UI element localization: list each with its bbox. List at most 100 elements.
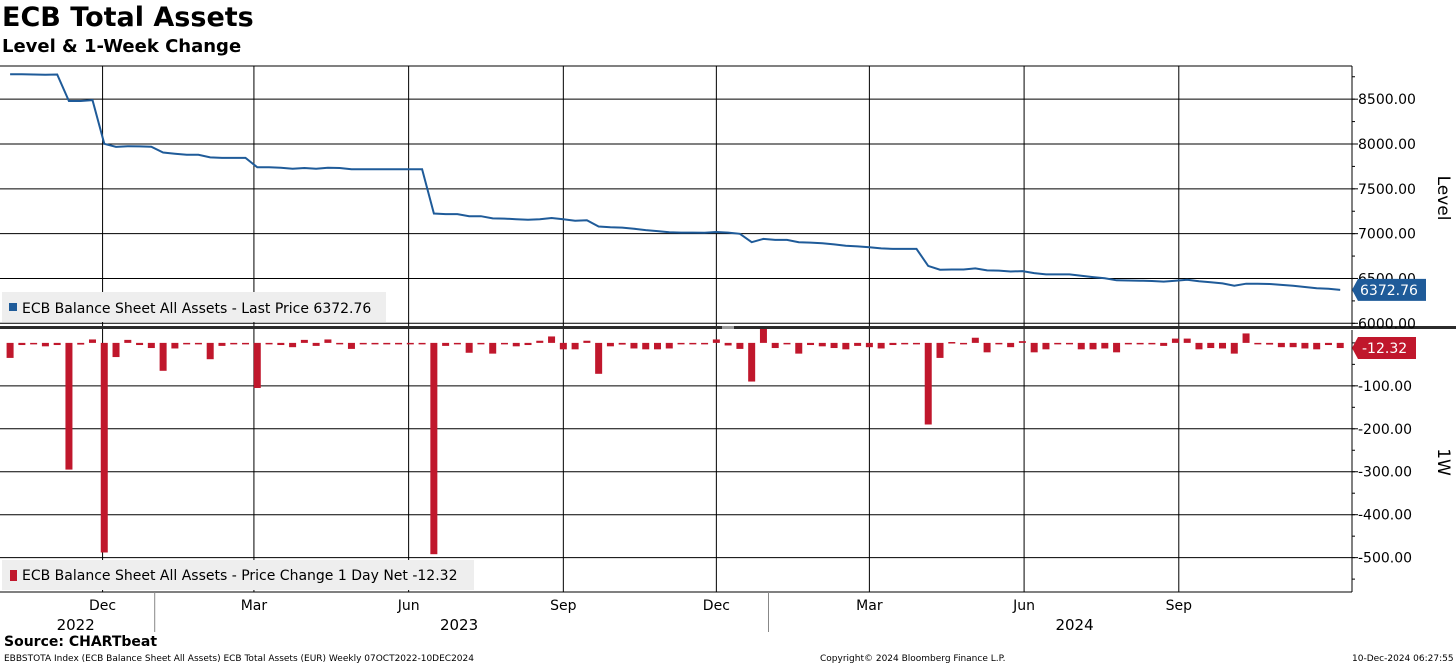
source-note: Source: CHARTbeat bbox=[4, 634, 158, 650]
change-bar bbox=[171, 342, 179, 349]
change-bar bbox=[1101, 342, 1109, 349]
change-bar bbox=[901, 342, 909, 345]
change-bar bbox=[1277, 342, 1285, 348]
change-bar bbox=[783, 342, 791, 345]
change-bar bbox=[1077, 342, 1085, 350]
footer-series-info: EBBSTOTA Index (ECB Balance Sheet All As… bbox=[4, 654, 474, 664]
change-bar bbox=[1183, 338, 1191, 343]
x-tick-label: Sep bbox=[550, 598, 577, 614]
change-bar bbox=[218, 342, 226, 346]
change-bar bbox=[654, 342, 662, 350]
change-bar bbox=[477, 342, 485, 345]
level-legend: ECB Balance Sheet All Assets - Last Pric… bbox=[2, 292, 386, 322]
change-bar bbox=[242, 342, 250, 345]
chart-title: ECB Total Assets bbox=[2, 2, 254, 33]
change-bar bbox=[324, 339, 332, 343]
x-tick-label: Mar bbox=[856, 598, 883, 614]
change-bar bbox=[1207, 342, 1215, 349]
change-bar bbox=[724, 342, 732, 346]
change-axis-label: 1W bbox=[1433, 448, 1453, 476]
change-bar bbox=[1313, 342, 1321, 350]
change-bar bbox=[383, 342, 391, 345]
x-tick-label: Sep bbox=[1166, 598, 1193, 614]
level-y-tick-label: 7000.00 bbox=[1358, 227, 1416, 243]
x-tick-label: Mar bbox=[241, 598, 268, 614]
change-bar bbox=[41, 342, 49, 347]
change-bar bbox=[618, 342, 626, 345]
change-bar bbox=[630, 342, 638, 349]
change-bar bbox=[1054, 342, 1062, 345]
level-y-tick-label: 8500.00 bbox=[1358, 92, 1416, 108]
change-bar bbox=[253, 342, 261, 388]
level-last-value-tag: 6372.76 bbox=[1352, 278, 1426, 301]
change-bar bbox=[312, 342, 320, 346]
change-bar bbox=[889, 342, 897, 346]
change-bar bbox=[336, 342, 344, 345]
change-bar bbox=[88, 339, 96, 343]
change-bar bbox=[712, 339, 720, 343]
change-legend-text: ECB Balance Sheet All Assets - Price Cha… bbox=[22, 568, 457, 584]
change-bar bbox=[771, 342, 779, 349]
change-bar bbox=[677, 342, 685, 345]
change-bar bbox=[606, 342, 614, 347]
change-bar bbox=[583, 340, 591, 343]
change-bar bbox=[1242, 333, 1250, 343]
change-bar bbox=[1030, 342, 1038, 353]
change-bar bbox=[112, 342, 120, 358]
x-year-label: 2023 bbox=[440, 616, 478, 634]
change-bar bbox=[159, 342, 167, 371]
level-y-tick-label: 8000.00 bbox=[1358, 137, 1416, 153]
change-bar bbox=[795, 342, 803, 354]
change-bar bbox=[124, 339, 132, 343]
change-bar bbox=[147, 342, 155, 349]
change-bar bbox=[6, 342, 14, 358]
change-bar bbox=[1160, 342, 1168, 346]
change-y-tick-label: -100.00 bbox=[1358, 379, 1412, 395]
change-bar bbox=[359, 342, 367, 345]
change-bar bbox=[865, 342, 873, 348]
axes bbox=[0, 66, 1456, 632]
change-bar bbox=[465, 342, 473, 353]
change-bar bbox=[406, 342, 414, 345]
change-bar bbox=[1089, 342, 1097, 350]
change-bar bbox=[689, 342, 697, 345]
change-bar bbox=[289, 342, 297, 348]
change-panel-grid bbox=[0, 385, 1352, 593]
level-legend-text: ECB Balance Sheet All Assets - Last Pric… bbox=[22, 301, 371, 317]
change-bar bbox=[524, 342, 532, 346]
change-bar bbox=[206, 342, 214, 360]
change-bar bbox=[1171, 338, 1179, 343]
change-bar bbox=[995, 342, 1003, 345]
x-tick-label: Dec bbox=[89, 598, 116, 614]
change-bar bbox=[665, 342, 673, 349]
x-year-label: 2022 bbox=[57, 616, 95, 634]
change-bar bbox=[395, 342, 403, 345]
change-y-tick-label: -500.00 bbox=[1358, 551, 1412, 567]
change-bar bbox=[1301, 342, 1309, 349]
change-bar bbox=[430, 342, 438, 555]
change-bar bbox=[371, 342, 379, 345]
change-bar bbox=[830, 342, 838, 349]
level-line bbox=[10, 73, 1341, 291]
change-bar bbox=[748, 342, 756, 382]
change-bar bbox=[18, 342, 26, 346]
change-bar bbox=[701, 342, 709, 345]
change-bar bbox=[1324, 342, 1332, 346]
change-bar bbox=[300, 339, 308, 343]
change-bar bbox=[183, 342, 191, 345]
change-bar bbox=[736, 342, 744, 349]
change-bar bbox=[548, 336, 556, 343]
change-last-value-tag: -12.32 bbox=[1352, 337, 1416, 360]
change-bar bbox=[983, 342, 991, 353]
change-bar bbox=[100, 342, 108, 553]
change-bar bbox=[936, 342, 944, 358]
change-bar bbox=[53, 342, 61, 346]
change-y-tick-label: -400.00 bbox=[1358, 508, 1412, 524]
change-bar bbox=[442, 342, 450, 346]
change-bar bbox=[30, 342, 38, 345]
x-tick-label: Jun bbox=[397, 598, 420, 614]
change-bars bbox=[6, 326, 1344, 555]
footer-timestamp: 10-Dec-2024 06:27:55 bbox=[1352, 654, 1454, 664]
change-bar bbox=[759, 326, 767, 343]
change-bar bbox=[854, 342, 862, 346]
